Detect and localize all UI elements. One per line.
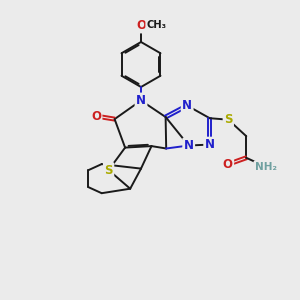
Text: O: O xyxy=(223,158,233,171)
Text: O: O xyxy=(136,19,146,32)
Text: S: S xyxy=(104,164,113,177)
Text: N: N xyxy=(205,138,215,151)
Text: N: N xyxy=(184,139,194,152)
Text: N: N xyxy=(182,99,192,112)
Text: CH₃: CH₃ xyxy=(147,20,166,31)
Text: O: O xyxy=(91,110,101,123)
Text: N: N xyxy=(136,94,146,107)
Text: S: S xyxy=(224,113,232,126)
Text: NH₂: NH₂ xyxy=(255,162,277,172)
